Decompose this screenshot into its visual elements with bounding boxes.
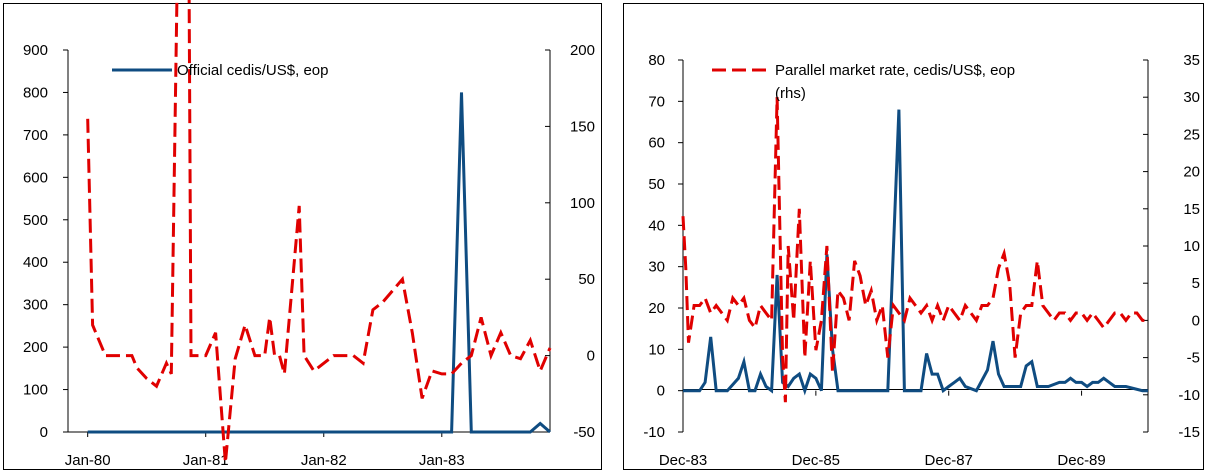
left-chart-left-tick-label: 400	[23, 254, 48, 271]
right-chart-right-tick-label: -5	[1187, 350, 1200, 367]
left-chart-frame	[3, 3, 602, 470]
right-chart-left-tick-label: 0	[657, 383, 665, 400]
right-chart-left-tick-label: 20	[648, 300, 665, 317]
right-chart-right-tick-label: 30	[1183, 89, 1200, 106]
right-chart-right-tick-label: -10	[1178, 387, 1200, 404]
right-chart-right-tick-label: 25	[1183, 126, 1200, 143]
right-chart-left-tick-label: 70	[648, 93, 665, 110]
legend-label-parallel-rhs: (rhs)	[775, 85, 806, 102]
right-chart-left-tick-label: 10	[648, 341, 665, 358]
right-chart-left-tick-label: 80	[648, 52, 665, 69]
left-chart-left-ticks: 900 800 700 600 500 400 300 200 100 0	[23, 42, 68, 441]
left-chart-left-tick-label: 300	[23, 297, 48, 314]
right-chart-frame	[623, 3, 1204, 470]
left-chart-left-tick-label: 700	[23, 127, 48, 144]
right-chart-legend: Parallel market rate, cedis/US$, eop (rh…	[712, 62, 1015, 102]
right-chart-x-ticks: Dec-83 Dec-85 Dec-87 Dec-89	[659, 390, 1106, 469]
right-chart-right-tick-label: 10	[1183, 238, 1200, 255]
left-chart-x-tick-label: Jan-82	[301, 452, 347, 469]
left-chart-x-ticks: Jan-80 Jan-81 Jan-82 Jan-83	[65, 432, 465, 469]
right-chart-right-tick-label: 15	[1183, 201, 1200, 218]
left-chart-right-tick-label: 200	[570, 42, 595, 59]
left-chart-official-rate-line	[87, 92, 551, 434]
right-chart-left-tick-label: 30	[648, 259, 665, 276]
left-chart-legend: Official cedis/US$, eop	[112, 62, 328, 79]
right-chart-x-tick-label: Dec-85	[792, 452, 840, 469]
legend-label-official: Official cedis/US$, eop	[177, 62, 328, 79]
right-chart-right-tick-label: -15	[1178, 424, 1200, 441]
right-chart-right-tick-label: 20	[1183, 164, 1200, 181]
right-chart-official-rate-line	[683, 109, 1148, 396]
left-chart-x-tick-label: Jan-81	[183, 452, 229, 469]
right-chart-left-tick-label: 40	[648, 217, 665, 234]
left-chart-right-tick-label: 150	[570, 118, 595, 135]
legend-label-parallel: Parallel market rate, cedis/US$, eop	[775, 62, 1015, 79]
left-chart-left-tick-label: 600	[23, 169, 48, 186]
right-chart-left-tick-label: -10	[643, 424, 665, 441]
right-chart-left-ticks: 80 70 60 50 40 30 20 10 0 -10	[643, 52, 683, 441]
left-chart-x-tick-label: Jan-80	[65, 452, 111, 469]
right-chart-right-tick-label: 0	[1192, 312, 1200, 329]
left-chart-left-tick-label: 800	[23, 84, 48, 101]
right-chart-right-tick-label: 35	[1183, 52, 1200, 69]
left-chart-left-tick-label: 200	[23, 339, 48, 356]
left-chart-left-tick-label: 900	[23, 42, 48, 59]
right-chart-parallel-rate-line	[681, 97, 1148, 403]
left-chart-left-tick-label: 100	[23, 382, 48, 399]
right-chart-x-tick-label: Dec-87	[925, 452, 973, 469]
left-chart-x-tick-label: Jan-83	[419, 452, 465, 469]
right-chart-x-tick-label: Dec-89	[1057, 452, 1105, 469]
left-chart-series	[86, 0, 552, 463]
right-chart-left-tick-label: 60	[648, 135, 665, 152]
left-chart-right-ticks: 200 150 100 50 0 -50	[545, 42, 595, 441]
right-chart-right-ticks: 35 30 25 20 15 10 5 0 -5 -10 -15	[1143, 52, 1200, 441]
left-chart-right-tick-label: -50	[573, 424, 595, 441]
right-chart-x-tick-label: Dec-83	[659, 452, 707, 469]
left-chart-right-tick-label: 50	[578, 271, 595, 288]
left-chart-parallel-rate-line	[86, 0, 552, 463]
right-chart-left-tick-label: 50	[648, 176, 665, 193]
left-chart-left-tick-label: 500	[23, 212, 48, 229]
left-chart-right-tick-label: 0	[587, 348, 595, 365]
right-chart-series	[681, 97, 1148, 403]
left-chart-left-tick-label: 0	[40, 424, 48, 441]
right-chart-right-tick-label: 5	[1192, 275, 1200, 292]
left-chart-right-tick-label: 100	[570, 195, 595, 212]
